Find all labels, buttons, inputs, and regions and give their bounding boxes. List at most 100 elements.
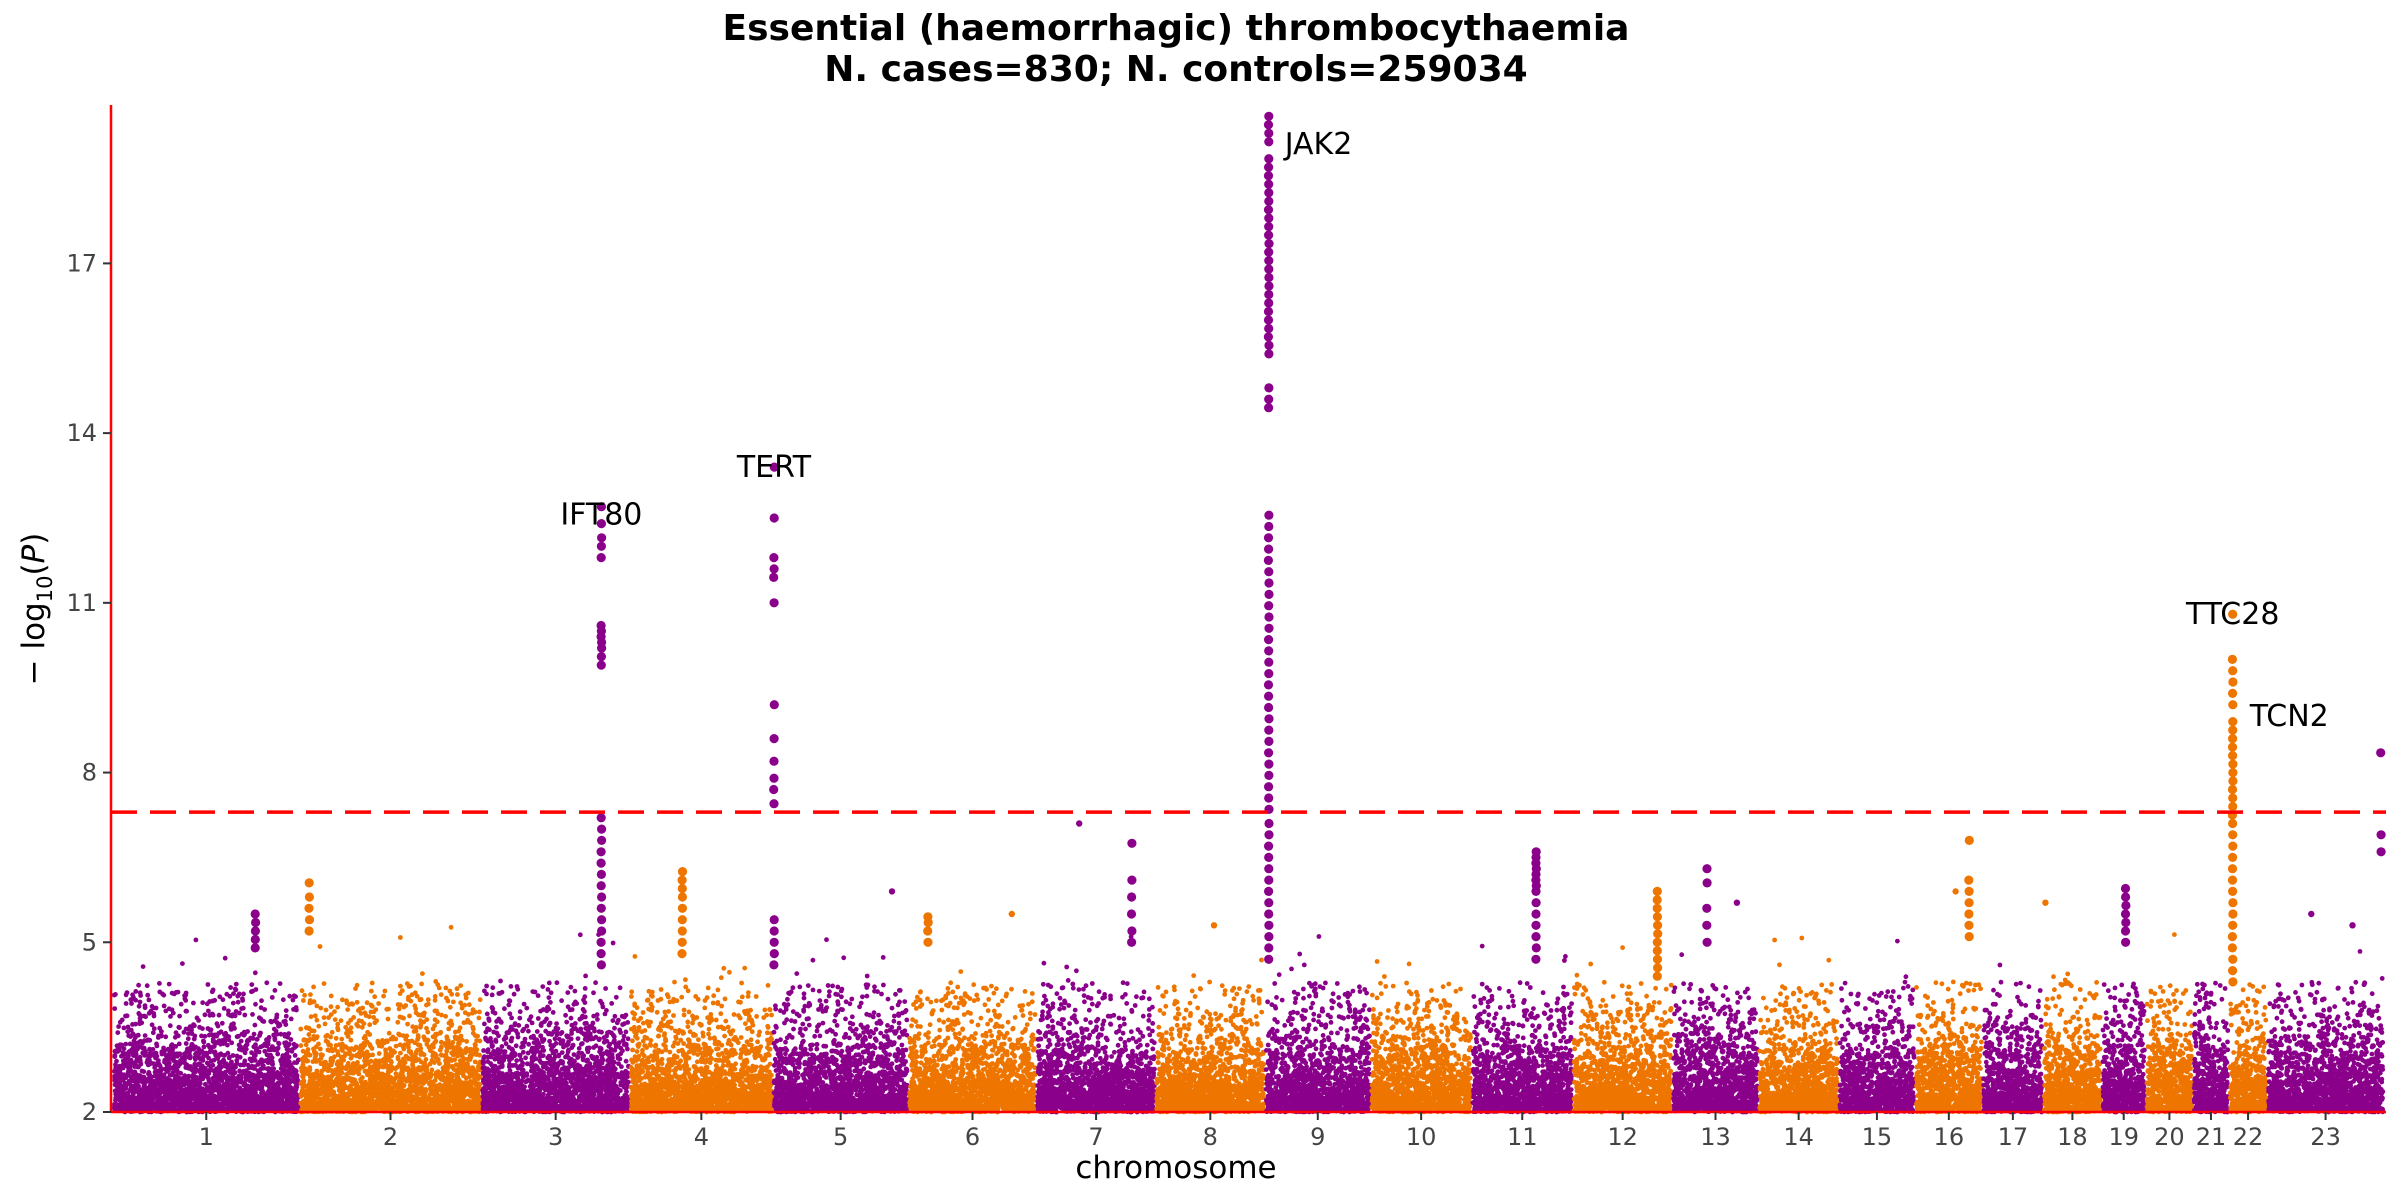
snp-point [284,1084,290,1090]
snp-point [398,983,403,989]
snp-point [205,1026,211,1031]
snp-point [234,1053,240,1059]
snp-point [429,1058,435,1063]
snp-point [150,1047,156,1052]
snp-point [461,1087,467,1092]
snp-point [174,1082,180,1087]
snp-point [140,964,146,969]
snp-point [407,1067,413,1073]
snp-point [306,1052,312,1058]
snp-point [270,1083,276,1089]
snp-point [300,1048,306,1054]
snp-point [330,1098,336,1104]
snp-point [231,991,236,996]
snp-point [318,1005,324,1011]
snp-point [414,1072,420,1078]
snp-point [201,1044,207,1050]
snp-point [369,1003,375,1009]
snp-point [275,1087,281,1093]
snp-point [384,1039,390,1044]
snp-point [216,1085,222,1091]
snp-point [237,1044,243,1049]
snp-point [252,1022,258,1028]
snp-point [447,988,453,994]
snp-point [290,997,296,1003]
snp-point [413,1087,418,1093]
snp-point [314,1080,320,1086]
snp-point [131,1074,137,1079]
snp-point [217,1074,223,1079]
snp-point [274,1015,279,1020]
snp-point [232,986,238,992]
snp-point [422,1104,428,1110]
snp-point [437,1075,443,1081]
snp-point [249,982,255,987]
snp-point [210,1036,216,1042]
snp-point [234,1061,240,1066]
snp-point [152,1073,158,1079]
snp-point [194,1050,200,1056]
snp-point [363,1036,368,1041]
snp-point [171,1088,177,1094]
snp-point [145,1092,150,1097]
snp-point [344,1030,349,1036]
snp-point [168,1014,173,1019]
snp-point [137,990,143,996]
snp-point [285,1069,291,1075]
snp-point [418,1052,424,1057]
snp-point [286,1054,292,1060]
snp-point [269,995,275,1000]
snp-point [474,1038,479,1043]
snp-point [137,1054,143,1060]
snp-point [225,1050,231,1056]
snp-point [214,1066,219,1072]
snp-point [463,1061,468,1067]
snp-point [226,1012,231,1017]
snp-point [223,1081,229,1086]
snp-point [155,1035,161,1040]
snp-point [187,1048,193,1053]
snp-point [322,1065,327,1071]
snp-point [424,1025,429,1031]
snp-point [272,1037,278,1043]
snp-point [416,1103,422,1109]
snp-point [261,1019,267,1024]
snp-point [413,1025,419,1030]
snp-point [332,1017,338,1022]
snp-point [471,1068,477,1073]
snp-point [370,1052,375,1058]
snp-point [398,1050,403,1056]
snp-point [444,1034,450,1040]
snp-point [435,1011,441,1017]
snp-point [294,1007,299,1013]
snp-point [422,1074,427,1079]
snp-point [400,1070,405,1075]
snp-point [283,1008,289,1013]
snp-point [348,1055,354,1061]
snp-point [328,1004,334,1010]
snp-point [139,1079,145,1085]
snp-point [329,1029,335,1035]
snp-point [195,1079,201,1085]
snp-point [308,1074,314,1080]
snp-point [472,1033,478,1038]
snp-point [468,1046,473,1052]
snp-point [294,1075,300,1081]
snp-point [408,1049,414,1055]
snp-point [133,997,139,1003]
snp-point [113,1062,118,1068]
snp-point [112,1053,118,1058]
snp-point [136,982,142,988]
snp-point [275,1081,281,1087]
snp-point [456,1028,462,1034]
snp-point [354,1052,360,1058]
snp-point [116,1024,121,1029]
snp-point [447,1045,453,1050]
snp-point [257,1059,263,1065]
snp-point [178,1001,184,1007]
snp-point [476,1085,481,1091]
snp-point [317,944,323,949]
snp-point [219,1020,225,1026]
snp-point [368,1064,374,1070]
snp-point [303,1088,309,1094]
